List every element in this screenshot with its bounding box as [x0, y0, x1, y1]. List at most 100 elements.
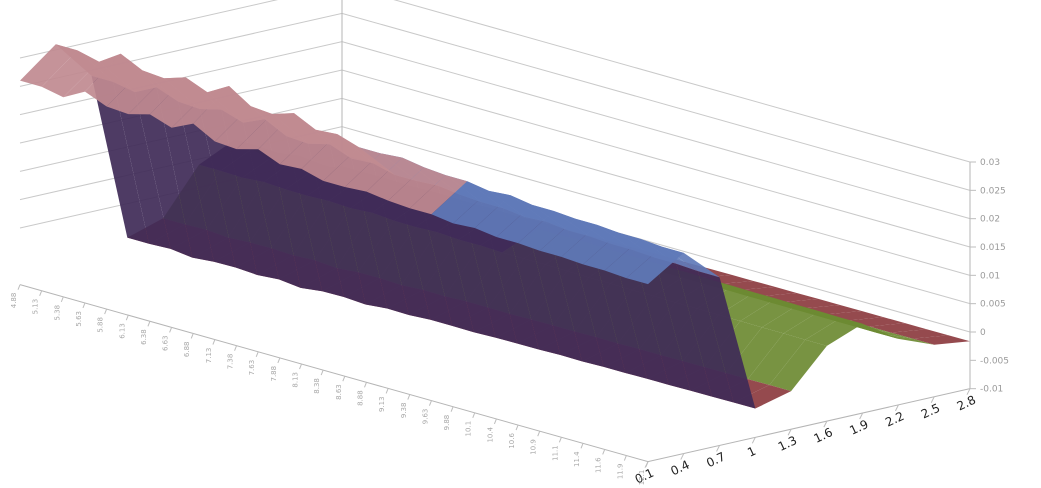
x-tick-label: 8.63 — [335, 384, 343, 400]
gridline-8 — [19, 0, 971, 163]
x-tick-label: 11.4 — [573, 451, 581, 467]
x-tick-7 — [169, 327, 173, 333]
surface-cell-14-0 — [323, 147, 381, 187]
x-tick-1 — [39, 290, 43, 296]
surface-cell-0-0 — [20, 44, 78, 87]
surface-cell-24-2 — [611, 244, 669, 385]
surface-cell-22-2 — [567, 230, 626, 373]
surface-cell-6-2 — [221, 109, 279, 280]
depth-tick-label: 2.5 — [919, 401, 942, 422]
x-tick-label: 11.1 — [551, 445, 559, 461]
x-tick-label: 12.1 — [638, 470, 646, 486]
surface-cell-28-5 — [805, 317, 863, 346]
depth-tick-label: 1 — [745, 444, 758, 460]
x-tick-label: 4.88 — [10, 293, 18, 309]
x-tick-14 — [320, 369, 324, 376]
surface-cell-10-2 — [308, 143, 366, 305]
x-tick-label: 7.88 — [270, 366, 278, 382]
x-tick-label: 6.63 — [162, 335, 170, 351]
x-tick-label: 10.6 — [508, 433, 516, 449]
x-tick-4 — [104, 308, 108, 315]
z-tick-label: 0.02 — [980, 215, 1000, 225]
x-tick-10 — [234, 345, 238, 351]
depth-tick-6 — [859, 412, 864, 420]
surface-cell-3-0 — [84, 53, 143, 107]
surface-cell-11-0 — [258, 113, 316, 165]
x-tick-label: 8.88 — [356, 390, 364, 406]
surface-cell-15-0 — [344, 153, 403, 192]
surface-cell-15-2 — [416, 180, 474, 333]
surface-cell-13-2 — [373, 163, 431, 320]
surface-cell-21-0 — [474, 195, 533, 238]
surface-cell-12-2 — [351, 158, 409, 315]
x-tick-label: 10.9 — [530, 439, 538, 455]
x-tick-label: 9.63 — [421, 409, 429, 425]
surface-cell-27-8 — [890, 329, 949, 339]
x-tick-0 — [17, 284, 21, 290]
surface-cell-26-5 — [761, 305, 820, 334]
x-tick-23 — [515, 424, 519, 431]
surface-cell-27-4 — [747, 333, 806, 386]
z-axis: -0.01 -0.005 0 0.005 0.01 0.015 0.02 0.025 0.03 — [969, 158, 1009, 395]
surface-cell-25-2 — [632, 250, 691, 391]
x-tick-2 — [60, 296, 64, 303]
x-tick-label: 8.38 — [313, 378, 321, 394]
x-tick-18 — [407, 394, 411, 400]
surface-cell-28-0 — [626, 246, 684, 285]
depth-tick-8 — [930, 396, 935, 404]
x-tick-16 — [364, 382, 367, 388]
surface-cell-28-4 — [769, 339, 827, 392]
surface-cell-27-5 — [783, 311, 842, 340]
surface-cell-4-0 — [106, 70, 165, 115]
surface-cell-19-0 — [431, 181, 489, 224]
surface-cell-2-2 — [134, 87, 193, 258]
surface-cell-19-2 — [503, 208, 561, 355]
depth-tick-7 — [894, 404, 899, 412]
surface-cell-23-2 — [589, 236, 648, 379]
surface-cell-25-0 — [561, 224, 619, 265]
surface-cell-28-7 — [876, 332, 935, 345]
x-tick-9 — [212, 339, 216, 345]
surface-cell-17-0 — [388, 167, 446, 209]
depth-tick-label: 1.9 — [847, 417, 870, 438]
x-tick-label: 7.38 — [227, 354, 235, 370]
surface-cell-18-2 — [481, 201, 539, 350]
surface-cell-5-0 — [128, 77, 186, 115]
x-tick-29 — [645, 461, 649, 467]
x-tick-26 — [580, 443, 584, 449]
x-tick-label: 5.88 — [97, 317, 105, 333]
depth-tick-3 — [751, 437, 756, 444]
surface-cell-21-2 — [546, 221, 604, 367]
z-tick-label: 0.005 — [980, 300, 1006, 310]
depth-tick-4 — [787, 428, 792, 436]
depth-tick-label: 1.6 — [812, 425, 835, 446]
x-tick-5 — [125, 314, 129, 321]
surface-cell-24-5 — [718, 292, 777, 321]
depth-tick-5 — [823, 420, 828, 428]
surface-cell-20-2 — [524, 216, 583, 362]
surface-cell-4-2 — [178, 101, 236, 268]
surface-plot — [20, 44, 970, 409]
x-tick-label: 8.13 — [292, 372, 300, 388]
x-tick-25 — [558, 437, 562, 443]
depth-tick-9 — [966, 388, 971, 395]
surface-cell-1-0 — [41, 50, 100, 98]
x-tick-label: 7.13 — [205, 348, 213, 364]
depth-tick-2 — [716, 445, 721, 452]
surface-cell-1-2 — [113, 81, 171, 249]
z-tick-label: -0.005 — [980, 356, 1009, 366]
z-tick-label: 0.025 — [980, 186, 1006, 196]
x-tick-19 — [428, 400, 432, 406]
depth-axis: 0.1 0.4 0.7 1 1.3 1.6 1.9 2.2 2.5 2.8 — [633, 388, 978, 486]
x-tick-label: 10.4 — [486, 426, 494, 442]
surface-cell-2-0 — [63, 53, 121, 98]
z-tick-label: 0 — [980, 328, 986, 338]
x-tick-label: 10.1 — [465, 421, 473, 437]
surface-cell-16-2 — [438, 185, 496, 338]
x-tick-label: 6.88 — [183, 341, 191, 357]
z-tick-label: 0.015 — [980, 243, 1006, 253]
depth-tick-label: 2.2 — [883, 409, 906, 430]
x-tick-21 — [472, 412, 476, 419]
surface-cell-22-0 — [496, 204, 554, 244]
